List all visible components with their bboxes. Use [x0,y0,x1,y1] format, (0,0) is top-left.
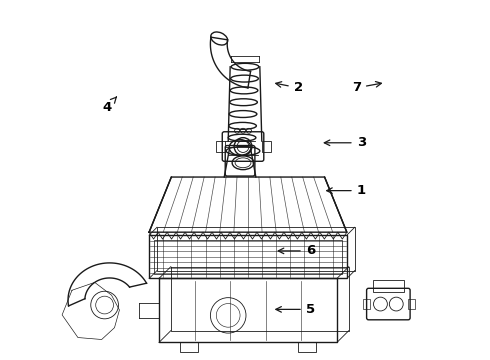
Bar [363,299,369,309]
Bar [298,342,316,352]
Bar [408,299,415,309]
Text: 4: 4 [102,97,117,114]
Text: 5: 5 [276,303,315,316]
Text: 6: 6 [278,244,315,257]
Text: 3: 3 [324,136,366,149]
Text: 7: 7 [352,81,381,94]
Text: 1: 1 [327,184,366,197]
Bar [372,280,404,292]
Bar [216,141,225,152]
Text: 2: 2 [276,81,303,94]
Bar [262,141,270,152]
Bar [180,342,197,352]
Bar [157,227,355,271]
Bar [149,235,347,278]
Bar [154,240,342,274]
